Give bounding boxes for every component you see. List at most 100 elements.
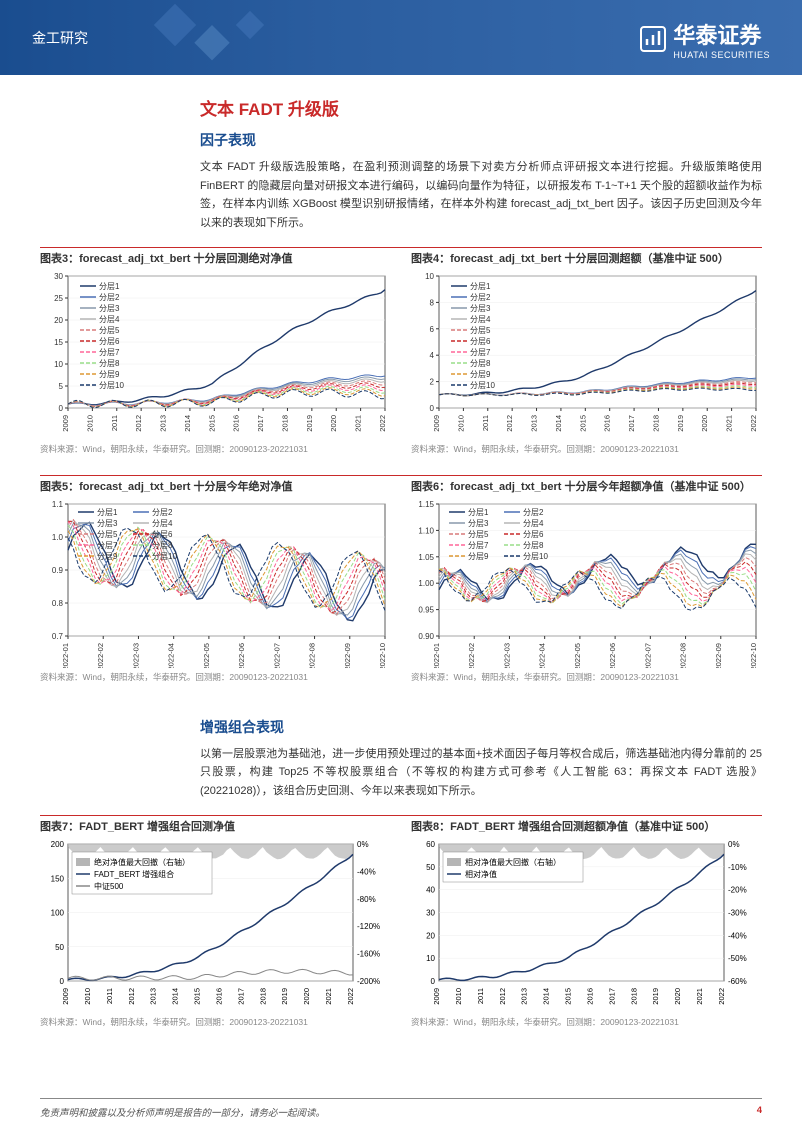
chart-3: 0510152025302009201020112012201320142015… bbox=[40, 270, 391, 440]
svg-text:分层9: 分层9 bbox=[97, 552, 118, 561]
chart-4-title: 图表4：forecast_adj_txt_bert 十分层回测超额（基准中证 5… bbox=[411, 250, 762, 266]
svg-text:分层5: 分层5 bbox=[470, 326, 491, 335]
para-1: 文本 FADT 升级版选股策略，在盈利预测调整的场景下对卖方分析师点评研报文本进… bbox=[200, 158, 762, 233]
svg-text:分层2: 分层2 bbox=[152, 508, 173, 517]
svg-text:2017: 2017 bbox=[607, 988, 616, 1005]
svg-text:分层9: 分层9 bbox=[470, 370, 491, 379]
svg-text:2022-07: 2022-07 bbox=[643, 643, 652, 668]
svg-text:分层8: 分层8 bbox=[99, 359, 120, 368]
subsection-title-2: 增强组合表现 bbox=[200, 717, 762, 737]
svg-text:2015: 2015 bbox=[578, 415, 587, 432]
svg-text:2021: 2021 bbox=[725, 415, 734, 432]
svg-text:0.90: 0.90 bbox=[418, 632, 434, 641]
svg-text:2016: 2016 bbox=[214, 988, 223, 1005]
svg-text:2009: 2009 bbox=[432, 415, 441, 432]
svg-text:2022-10: 2022-10 bbox=[378, 643, 387, 668]
svg-text:2021: 2021 bbox=[354, 415, 363, 432]
svg-text:分层9: 分层9 bbox=[99, 370, 120, 379]
svg-text:2020: 2020 bbox=[700, 415, 709, 432]
svg-text:2018: 2018 bbox=[258, 988, 267, 1005]
svg-text:分层5: 分层5 bbox=[468, 530, 489, 539]
svg-text:1.1: 1.1 bbox=[52, 500, 64, 509]
svg-text:-120%: -120% bbox=[357, 922, 380, 931]
svg-text:6: 6 bbox=[430, 325, 435, 334]
svg-text:分层10: 分层10 bbox=[99, 381, 124, 390]
brand-logo: 华泰证券 HUATAI SECURITIES bbox=[639, 18, 770, 60]
svg-text:分层1: 分层1 bbox=[470, 282, 491, 291]
svg-text:2021: 2021 bbox=[695, 988, 704, 1005]
svg-text:分层7: 分层7 bbox=[99, 348, 120, 357]
svg-text:8: 8 bbox=[430, 298, 435, 307]
svg-text:2013: 2013 bbox=[149, 988, 158, 1005]
logo-subtext: HUATAI SECURITIES bbox=[673, 50, 770, 60]
svg-text:0%: 0% bbox=[728, 840, 740, 849]
svg-text:分层4: 分层4 bbox=[99, 315, 120, 324]
section-title: 文本 FADT 升级版 bbox=[200, 95, 762, 120]
svg-text:20: 20 bbox=[426, 931, 435, 940]
svg-text:分层3: 分层3 bbox=[468, 519, 489, 528]
svg-text:1.00: 1.00 bbox=[418, 579, 434, 588]
chart-5-src: 资料来源：Wind，朝阳永续，华泰研究。回测期：20090123-2022103… bbox=[40, 671, 391, 683]
chart-5-title: 图表5：forecast_adj_txt_bert 十分层今年绝对净值 bbox=[40, 478, 391, 494]
svg-text:相对净值: 相对净值 bbox=[465, 869, 497, 879]
svg-text:2012: 2012 bbox=[498, 988, 507, 1005]
svg-text:分层6: 分层6 bbox=[99, 337, 120, 346]
svg-text:2016: 2016 bbox=[585, 988, 594, 1005]
svg-text:分层5: 分层5 bbox=[97, 530, 118, 539]
intro-section: 文本 FADT 升级版 因子表现 文本 FADT 升级版选股策略，在盈利预测调整… bbox=[0, 75, 802, 233]
chart-8-title: 图表8：FADT_BERT 增强组合回测超额净值（基准中证 500） bbox=[411, 818, 762, 834]
svg-text:2011: 2011 bbox=[476, 988, 485, 1004]
page-footer: 免责声明和披露以及分析师声明是报告的一部分，请务必一起阅读。 4 bbox=[40, 1098, 762, 1119]
svg-text:150: 150 bbox=[51, 874, 65, 883]
chart-row-2: 图表5：forecast_adj_txt_bert 十分层今年绝对净值 0.70… bbox=[40, 478, 762, 697]
svg-text:分层8: 分层8 bbox=[470, 359, 491, 368]
svg-text:-10%: -10% bbox=[728, 863, 747, 872]
chart-divider-2 bbox=[40, 475, 762, 476]
chart-3-title: 图表3：forecast_adj_txt_bert 十分层回测绝对净值 bbox=[40, 250, 391, 266]
svg-text:2009: 2009 bbox=[432, 988, 441, 1005]
svg-text:10: 10 bbox=[425, 272, 434, 281]
svg-text:2016: 2016 bbox=[603, 415, 612, 432]
svg-text:2017: 2017 bbox=[627, 415, 636, 432]
svg-text:分层7: 分层7 bbox=[470, 348, 491, 357]
chart-row-1: 图表3：forecast_adj_txt_bert 十分层回测绝对净值 0510… bbox=[40, 250, 762, 469]
svg-text:-50%: -50% bbox=[728, 954, 747, 963]
svg-text:2010: 2010 bbox=[85, 415, 94, 432]
svg-text:2019: 2019 bbox=[305, 415, 314, 432]
svg-text:15: 15 bbox=[54, 338, 63, 347]
svg-text:2018: 2018 bbox=[280, 415, 289, 432]
svg-text:2012: 2012 bbox=[505, 415, 514, 432]
svg-text:2015: 2015 bbox=[564, 988, 573, 1005]
svg-text:分层4: 分层4 bbox=[470, 315, 491, 324]
svg-text:分层7: 分层7 bbox=[97, 541, 118, 550]
svg-text:2022: 2022 bbox=[749, 415, 758, 432]
svg-text:中证500: 中证500 bbox=[94, 881, 124, 891]
svg-text:2022-04: 2022-04 bbox=[167, 643, 176, 668]
svg-text:2010: 2010 bbox=[456, 415, 465, 432]
svg-text:0.9: 0.9 bbox=[52, 566, 64, 575]
svg-text:2022-07: 2022-07 bbox=[272, 643, 281, 668]
svg-text:2020: 2020 bbox=[329, 415, 338, 432]
chart-divider-1 bbox=[40, 247, 762, 248]
svg-text:分层3: 分层3 bbox=[99, 304, 120, 313]
svg-text:0.95: 0.95 bbox=[418, 605, 434, 614]
svg-text:2022-08: 2022-08 bbox=[679, 643, 688, 668]
chart-7: 0501001502000%-40%-80%-120%-160%-200%200… bbox=[40, 838, 391, 1013]
svg-text:-200%: -200% bbox=[357, 977, 380, 986]
svg-text:2022-09: 2022-09 bbox=[714, 643, 723, 668]
header-category: 金工研究 bbox=[32, 28, 88, 48]
svg-text:1.0: 1.0 bbox=[52, 533, 64, 542]
svg-text:2022-05: 2022-05 bbox=[202, 643, 211, 668]
chart-6: 0.900.951.001.051.101.152022-012022-0220… bbox=[411, 498, 762, 668]
svg-text:0%: 0% bbox=[357, 840, 369, 849]
svg-text:2022-03: 2022-03 bbox=[502, 643, 511, 668]
svg-text:FADT_BERT 增强组合: FADT_BERT 增强组合 bbox=[94, 869, 174, 879]
svg-text:2020: 2020 bbox=[673, 988, 682, 1005]
disclaimer: 免责声明和披露以及分析师声明是报告的一部分，请务必一起阅读。 bbox=[40, 1105, 325, 1119]
chart-divider-3 bbox=[40, 815, 762, 816]
svg-text:分层1: 分层1 bbox=[97, 508, 118, 517]
svg-text:2012: 2012 bbox=[134, 415, 143, 432]
svg-text:25: 25 bbox=[54, 294, 63, 303]
svg-text:分层9: 分层9 bbox=[468, 552, 489, 561]
svg-text:2017: 2017 bbox=[236, 988, 245, 1005]
